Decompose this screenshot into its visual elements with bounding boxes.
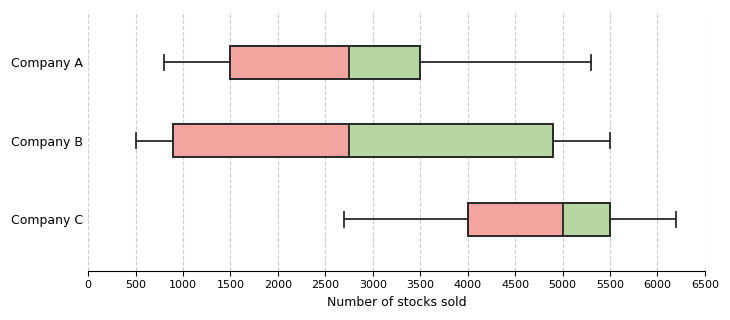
Bar — [231, 46, 349, 79]
Bar — [349, 46, 420, 79]
X-axis label: Number of stocks sold: Number of stocks sold — [327, 296, 466, 309]
Bar — [468, 203, 610, 236]
Bar — [468, 203, 563, 236]
Bar — [563, 203, 610, 236]
Bar — [174, 124, 553, 157]
Bar — [231, 46, 420, 79]
Bar — [349, 124, 553, 157]
Bar — [174, 124, 349, 157]
